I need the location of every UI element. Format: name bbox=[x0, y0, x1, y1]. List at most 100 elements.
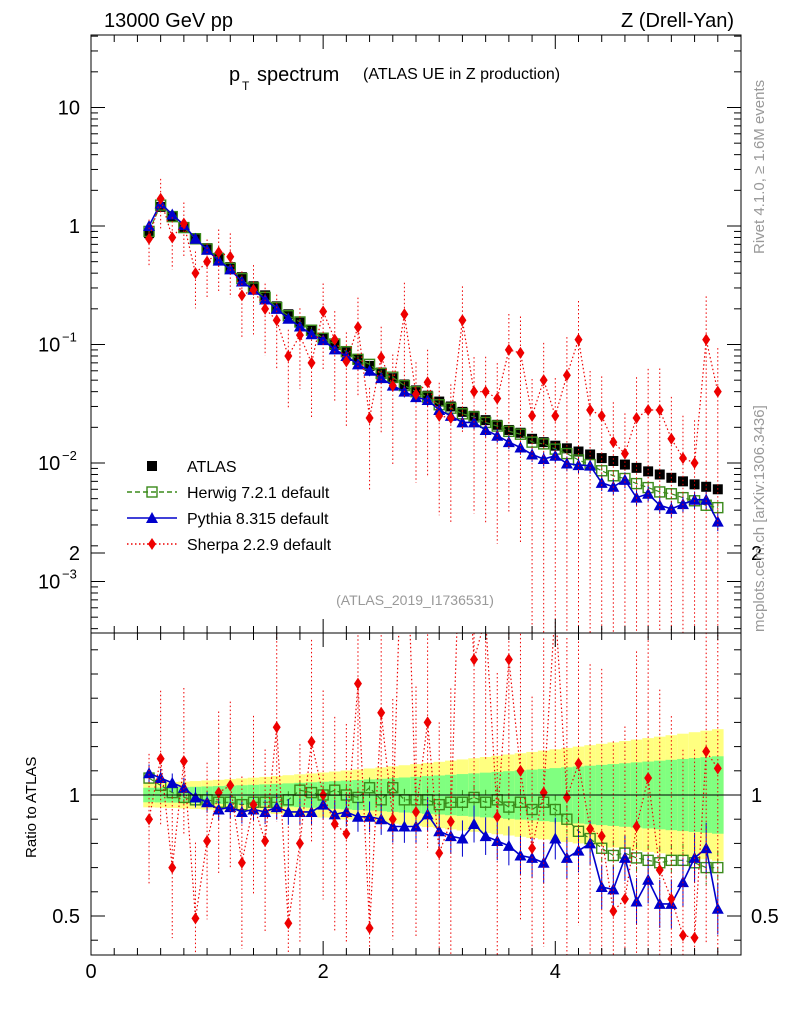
ratio-point-pythia bbox=[375, 813, 388, 825]
ratio-point-sherpa bbox=[620, 893, 629, 906]
ratio-point-pythia bbox=[676, 876, 689, 888]
legend-entry-pythia: Pythia 8.315 default bbox=[127, 511, 329, 528]
point-atlas bbox=[631, 462, 642, 473]
side-text-mcplots: mcplots.cern.ch [arXiv:1306.3436] bbox=[751, 405, 768, 632]
header-left-label: 13000 GeV pp bbox=[104, 10, 233, 32]
ratio-point-pythia bbox=[642, 873, 655, 885]
legend-marker-pythia bbox=[146, 512, 158, 523]
point-sherpa bbox=[261, 302, 270, 315]
ratio-point-pythia bbox=[537, 856, 550, 868]
point-pythia bbox=[665, 502, 678, 514]
point-sherpa bbox=[272, 314, 281, 327]
point-pythia bbox=[421, 394, 434, 406]
y-tick-exponent: −2 bbox=[62, 448, 77, 463]
ratio-series-sherpa bbox=[145, 450, 722, 955]
point-atlas bbox=[619, 459, 630, 470]
y-tick-label: 10 bbox=[38, 335, 60, 357]
ratio-point-pythia bbox=[653, 897, 666, 909]
x-tick-label: 4 bbox=[550, 961, 561, 983]
point-sherpa bbox=[342, 355, 351, 368]
point-sherpa bbox=[481, 385, 490, 398]
ratio-point-pythia bbox=[595, 880, 608, 892]
point-pythia bbox=[293, 320, 306, 332]
ratio-point-sherpa bbox=[284, 917, 293, 930]
point-pythia bbox=[143, 220, 156, 231]
ratio-point-sherpa bbox=[272, 721, 281, 734]
ratio-point-pythia bbox=[444, 830, 457, 842]
ratio-point-pythia bbox=[468, 818, 481, 830]
ratio-point-sherpa bbox=[574, 757, 583, 770]
ratio-point-pythia bbox=[293, 805, 306, 817]
point-pythia bbox=[270, 302, 283, 314]
legend-label: Pythia 8.315 default bbox=[187, 511, 329, 528]
ratio-point-pythia bbox=[398, 820, 411, 832]
legend-entry-sherpa: Sherpa 2.2.9 default bbox=[127, 537, 332, 554]
ratio-point-pythia bbox=[421, 808, 434, 820]
point-pythia bbox=[456, 416, 469, 428]
point-pythia bbox=[572, 459, 585, 471]
point-sherpa bbox=[609, 436, 618, 449]
point-atlas bbox=[643, 466, 654, 477]
ratio-point-pythia bbox=[143, 767, 156, 779]
ratio-point-pythia bbox=[700, 842, 713, 854]
ratio-y-axis-label: Ratio to ATLAS bbox=[23, 757, 40, 858]
ratio-line-sherpa bbox=[148, 633, 719, 939]
ratio-point-sherpa bbox=[586, 822, 595, 835]
y-tick-exponent: −1 bbox=[62, 330, 77, 345]
ratio-point-pythia bbox=[317, 798, 330, 810]
point-sherpa bbox=[574, 333, 583, 346]
point-sherpa bbox=[377, 351, 386, 364]
point-sherpa bbox=[295, 329, 304, 342]
ratio-point-pythia bbox=[456, 832, 469, 844]
ratio-point-herwig bbox=[456, 796, 469, 808]
point-sherpa bbox=[597, 409, 606, 422]
main-panel-data bbox=[143, 178, 724, 633]
ratio-point-sherpa bbox=[644, 772, 653, 785]
point-sherpa bbox=[678, 452, 687, 465]
point-sherpa bbox=[249, 283, 258, 296]
ratio-point-pythia bbox=[282, 805, 295, 817]
point-sherpa bbox=[203, 255, 212, 268]
y-tick-label: 1 bbox=[69, 216, 80, 238]
ratio-point-sherpa bbox=[470, 653, 479, 666]
point-sherpa bbox=[586, 404, 595, 417]
ratio-point-pythia bbox=[351, 810, 364, 822]
ratio-y-tick-label: 2 bbox=[69, 543, 80, 565]
ratio-y-tick-label: 0.5 bbox=[52, 906, 80, 928]
line-sherpa bbox=[148, 196, 719, 464]
ratio-point-sherpa bbox=[482, 612, 490, 624]
point-atlas bbox=[585, 449, 596, 460]
y-tick-label: 10 bbox=[58, 98, 80, 120]
point-atlas bbox=[608, 455, 619, 466]
point-sherpa bbox=[713, 385, 722, 398]
point-sherpa bbox=[145, 232, 154, 245]
ratio-point-pythia bbox=[688, 851, 701, 863]
point-sherpa bbox=[551, 409, 560, 422]
point-sherpa bbox=[214, 246, 223, 259]
point-herwig bbox=[537, 438, 550, 450]
ratio-point-pythia bbox=[584, 837, 597, 849]
ratio-point-sherpa bbox=[702, 745, 711, 758]
point-sherpa bbox=[493, 392, 502, 405]
point-sherpa bbox=[423, 376, 432, 389]
ratio-point-pythia bbox=[607, 883, 620, 895]
point-pythia bbox=[526, 448, 539, 460]
ratio-point-sherpa bbox=[539, 786, 548, 799]
ratio-point-sherpa bbox=[365, 922, 374, 935]
point-sherpa bbox=[168, 231, 177, 244]
point-pythia bbox=[166, 208, 179, 220]
legend: ATLAS Herwig 7.2.1 default Pythia 8.315 de… bbox=[127, 459, 332, 554]
ratio-point-sherpa bbox=[237, 856, 246, 869]
ratio-point-sherpa bbox=[214, 786, 223, 799]
point-atlas bbox=[654, 469, 665, 480]
ratio-point-sherpa bbox=[713, 762, 722, 775]
ratio-point-sherpa bbox=[353, 677, 362, 690]
x-tick-label: 2 bbox=[318, 961, 329, 983]
plot-title: p T spectrum (ATLAS UE in Z production) bbox=[229, 64, 560, 93]
legend-label: Sherpa 2.2.9 default bbox=[187, 537, 332, 554]
ratio-point-pythia bbox=[189, 791, 202, 803]
ratio-point-sherpa bbox=[203, 834, 212, 847]
legend-marker-sherpa bbox=[148, 538, 156, 550]
ratio-point-sherpa bbox=[458, 450, 466, 462]
ratio-point-pythia bbox=[618, 851, 631, 863]
